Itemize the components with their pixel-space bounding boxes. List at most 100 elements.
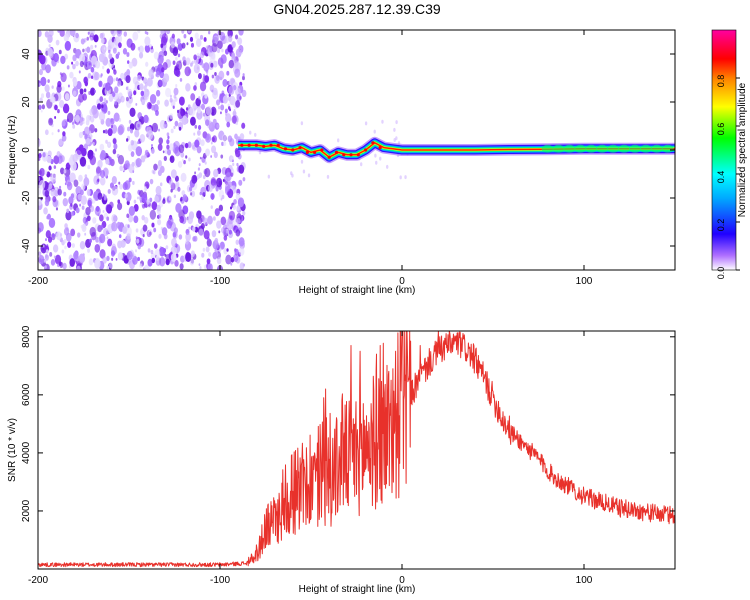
noise-speckle xyxy=(78,174,83,182)
noise-speckle xyxy=(211,230,217,238)
x-tick-label: 100 xyxy=(576,276,593,287)
noise-speckle xyxy=(152,170,156,175)
tone-peak xyxy=(283,147,288,151)
noise-speckle xyxy=(90,75,94,80)
noise-speckle xyxy=(80,195,87,206)
noise-speckle xyxy=(89,155,97,166)
noise-speckle xyxy=(210,155,213,158)
noise-speckle xyxy=(148,153,151,157)
noise-speckle xyxy=(167,216,174,226)
noise-speckle xyxy=(158,137,164,145)
noise-speckle xyxy=(223,235,228,241)
noise-speckle xyxy=(300,159,304,164)
noise-speckle xyxy=(238,237,245,247)
noise-speckle xyxy=(170,253,177,262)
noise-speckle xyxy=(56,231,62,241)
snr-x-ticks: -200 -100 0 100 xyxy=(28,331,593,586)
noise-speckle xyxy=(191,174,198,184)
snr-y-label: SNR (10 * v/v) xyxy=(7,418,18,482)
noise-speckle xyxy=(205,106,213,116)
noise-speckle xyxy=(75,32,79,39)
tone-peak xyxy=(378,146,382,150)
y-tick-label: 20 xyxy=(21,96,32,108)
noise-speckle xyxy=(205,119,210,127)
noise-speckle xyxy=(74,114,80,123)
noise-speckle xyxy=(71,61,74,65)
noise-speckle xyxy=(210,141,213,145)
noise-speckle xyxy=(158,80,163,87)
noise-speckle xyxy=(203,62,210,72)
noise-speckle xyxy=(117,199,121,204)
noise-speckle xyxy=(177,109,184,120)
spectrogram-x-label: Height of straight line (km) xyxy=(299,285,416,296)
noise-speckle xyxy=(144,216,149,224)
noise-speckle xyxy=(139,83,144,91)
noise-speckle xyxy=(164,253,167,257)
noise-speckle xyxy=(193,107,196,112)
tone-blob xyxy=(661,144,674,153)
noise-speckle xyxy=(132,76,139,85)
noise-speckle xyxy=(133,90,137,96)
noise-speckle xyxy=(95,60,101,69)
noise-speckle xyxy=(100,149,106,159)
noise-speckle xyxy=(193,132,196,136)
tone-peak xyxy=(327,155,331,159)
noise-speckle xyxy=(111,257,114,261)
noise-speckle xyxy=(154,195,159,203)
noise-speckle xyxy=(53,255,56,259)
noise-speckle xyxy=(386,164,389,169)
noise-speckle xyxy=(210,205,213,209)
noise-speckle xyxy=(233,198,237,205)
noise-speckle xyxy=(89,238,92,244)
noise-speckle xyxy=(118,42,122,49)
noise-speckle xyxy=(307,173,311,178)
noise-speckle xyxy=(267,174,271,179)
noise-speckle xyxy=(226,70,230,76)
noise-speckle xyxy=(373,129,376,134)
noise-speckle xyxy=(189,192,193,196)
noise-region xyxy=(38,30,409,270)
snr-x-label: Height of straight line (km) xyxy=(299,584,416,595)
noise-speckle xyxy=(48,30,54,37)
noise-speckle xyxy=(149,197,153,203)
noise-speckle xyxy=(188,186,193,192)
noise-speckle xyxy=(126,233,131,240)
noise-speckle xyxy=(62,131,66,137)
noise-speckle xyxy=(239,262,245,270)
noise-speckle xyxy=(163,155,168,162)
noise-speckle xyxy=(196,129,201,136)
noise-speckle xyxy=(129,123,135,131)
noise-speckle xyxy=(72,153,78,163)
noise-speckle xyxy=(84,134,88,140)
noise-speckle xyxy=(128,61,133,69)
colorbar-tick-label: 0.6 xyxy=(716,123,726,136)
noise-speckle xyxy=(153,104,159,113)
noise-speckle xyxy=(137,112,143,120)
noise-speckle xyxy=(99,143,105,151)
noise-speckle xyxy=(92,217,97,224)
noise-speckle xyxy=(105,82,111,91)
noise-speckle xyxy=(165,87,172,98)
noise-speckle xyxy=(50,188,56,197)
noise-speckle xyxy=(117,154,125,165)
noise-speckle xyxy=(44,31,49,38)
noise-speckle xyxy=(210,62,214,68)
noise-speckle xyxy=(61,86,65,91)
noise-speckle xyxy=(44,254,49,261)
noise-speckle xyxy=(210,106,217,116)
noise-speckle xyxy=(40,109,43,113)
noise-speckle xyxy=(212,60,218,68)
noise-speckle xyxy=(213,151,218,159)
noise-speckle xyxy=(219,63,224,69)
noise-speckle xyxy=(173,125,176,130)
noise-speckle xyxy=(38,227,42,234)
noise-speckle xyxy=(165,245,169,250)
noise-speckle xyxy=(128,177,132,183)
noise-speckle xyxy=(107,110,111,116)
noise-speckle xyxy=(76,265,81,270)
noise-speckle xyxy=(162,198,166,204)
noise-speckle xyxy=(166,132,170,137)
noise-speckle xyxy=(50,258,56,266)
noise-speckle xyxy=(188,157,191,162)
